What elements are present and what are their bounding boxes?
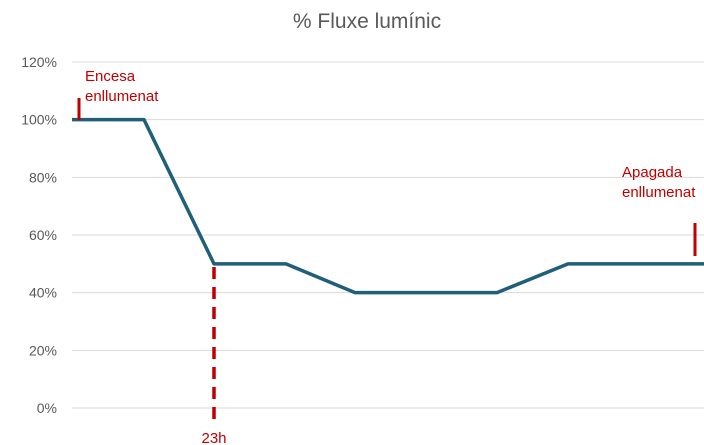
end-annotation-line2: enllumenat	[622, 184, 696, 201]
y-tick-label: 80%	[29, 169, 57, 185]
series-line	[72, 117, 704, 295]
chart-title: % Fluxe lumínic	[293, 10, 441, 33]
y-tick-label: 0%	[37, 400, 57, 416]
y-tick-label: 60%	[29, 227, 57, 243]
y-tick-label: 40%	[29, 285, 57, 301]
start-annotation-line2: enllumenat	[85, 88, 159, 105]
y-tick-label: 20%	[29, 342, 57, 358]
gridlines	[72, 61, 704, 409]
start-annotation-line1: Encesa	[85, 68, 136, 85]
marker-23h-label: 23h	[201, 430, 226, 445]
end-annotation-line1: Apagada	[622, 164, 683, 181]
y-tick-label: 120%	[21, 54, 57, 70]
y-axis-ticks: 0% 20% 40% 60% 80% 100% 120%	[21, 54, 57, 416]
y-tick-label: 100%	[21, 112, 57, 128]
